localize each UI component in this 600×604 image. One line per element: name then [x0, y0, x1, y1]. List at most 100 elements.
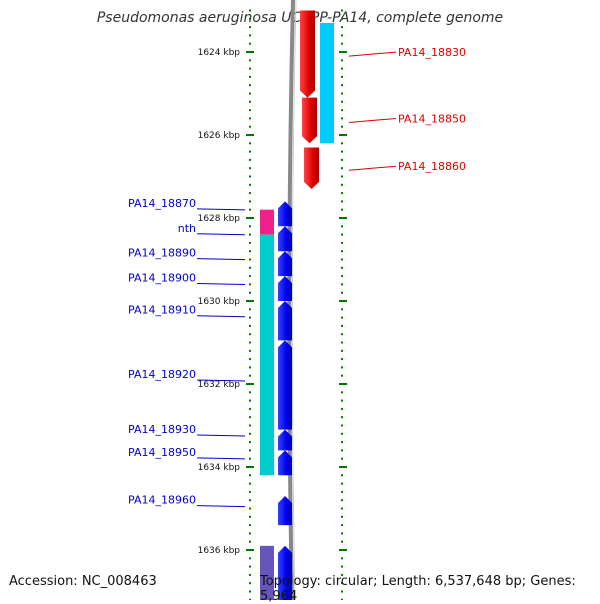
tick-mark: [341, 399, 343, 402]
tick-mark: [249, 557, 251, 560]
scale-labels: 1624 kbp 1626 kbp 1628 kbp 1630 kbp 1632 kbp…: [198, 48, 241, 556]
tick-mark: [339, 466, 347, 468]
tick-mark: [341, 250, 343, 253]
tick-mark: [249, 349, 251, 352]
tick-mark: [341, 59, 343, 62]
tick-mark: [341, 258, 343, 261]
tick-mark: [249, 598, 251, 600]
tick-mark: [249, 341, 251, 344]
gene-label-line: [348, 165, 397, 171]
tick-mark: [341, 100, 343, 103]
tick-mark: [341, 324, 343, 327]
tick-mark: [339, 300, 347, 302]
tick-mark: [249, 67, 251, 70]
tick-mark: [339, 549, 347, 551]
scale-label: 1636 kbp: [198, 546, 241, 556]
tick-mark: [249, 192, 251, 195]
gene-label: PA14_18900: [128, 272, 196, 285]
tick-mark: [341, 474, 343, 477]
tick-mark: [341, 482, 343, 485]
tick-mark: [249, 200, 251, 203]
tick-mark: [249, 100, 251, 103]
tick-mark: [249, 432, 251, 435]
scale-ticks-right: [339, 9, 347, 600]
cog-track-plus: [320, 22, 334, 144]
tick-mark: [341, 84, 343, 87]
tick-mark: [341, 457, 343, 460]
gene-label: PA14_18860: [398, 160, 466, 173]
tick-mark: [249, 266, 251, 269]
tick-mark: [341, 291, 343, 294]
tick-mark: [249, 507, 251, 510]
tick-mark: [341, 424, 343, 427]
gene-label-line: [196, 505, 246, 508]
cog-box: [260, 209, 274, 235]
tick-mark: [249, 75, 251, 78]
tick-mark: [249, 449, 251, 452]
gene-label: PA14_18910: [128, 304, 196, 317]
gene-label-line: [196, 315, 246, 318]
tick-mark: [249, 258, 251, 261]
tick-mark: [341, 125, 343, 128]
tick-mark: [341, 67, 343, 70]
tick-mark: [341, 374, 343, 377]
gene-label-line: [196, 434, 246, 437]
tick-mark: [339, 51, 347, 53]
tick-mark: [246, 217, 254, 219]
scale-label: 1624 kbp: [198, 48, 241, 58]
tick-mark: [249, 225, 251, 228]
tick-mark: [249, 275, 251, 278]
tick-mark: [249, 590, 251, 593]
gene-arrow: [304, 147, 319, 189]
tick-mark: [249, 424, 251, 427]
gene-label-line: [196, 379, 246, 382]
tick-mark: [249, 291, 251, 294]
tick-mark: [341, 349, 343, 352]
tick-mark: [249, 117, 251, 120]
tick-mark: [249, 532, 251, 535]
tick-mark: [339, 217, 347, 219]
gene-arrow: [278, 226, 292, 252]
gene-arrow: [278, 340, 292, 430]
gene-arrow: [278, 545, 292, 600]
gene-arrow: [278, 301, 292, 341]
tick-mark: [341, 200, 343, 203]
tick-mark: [249, 366, 251, 369]
tick-mark: [341, 92, 343, 95]
tick-mark: [246, 383, 254, 385]
gene-labels: PA14_18830 PA14_18850 PA14_18860 PA14_18870…: [128, 46, 466, 508]
gene-label: PA14_18920: [128, 368, 196, 381]
tick-mark: [249, 316, 251, 319]
tick-mark: [341, 158, 343, 161]
tick-mark: [249, 474, 251, 477]
tick-mark: [341, 17, 343, 20]
tick-mark: [341, 283, 343, 286]
tick-mark: [341, 34, 343, 37]
cog-box: [260, 545, 274, 600]
scale-ticks-left: [246, 9, 254, 600]
tick-mark: [249, 573, 251, 576]
tick-mark: [249, 308, 251, 311]
gene-label-line: [348, 51, 397, 57]
tick-mark: [249, 208, 251, 211]
gene-label: PA14_18850: [398, 112, 466, 125]
gene-label-line: [196, 258, 246, 261]
tick-mark: [249, 42, 251, 45]
tick-mark: [246, 300, 254, 302]
tick-mark: [249, 233, 251, 236]
gene-label: nth: [178, 222, 196, 235]
gene-label-line: [196, 233, 246, 236]
gene-label-line: [348, 117, 397, 123]
tick-mark: [341, 582, 343, 585]
tick-mark: [249, 441, 251, 444]
tick-mark: [249, 499, 251, 502]
tick-mark: [246, 134, 254, 136]
tick-mark: [249, 84, 251, 87]
gene-arrow: [278, 450, 292, 476]
tick-mark: [341, 316, 343, 319]
tick-mark: [341, 598, 343, 600]
tick-mark: [249, 283, 251, 286]
tick-mark: [249, 358, 251, 361]
tick-mark: [341, 565, 343, 568]
tick-mark: [341, 590, 343, 593]
